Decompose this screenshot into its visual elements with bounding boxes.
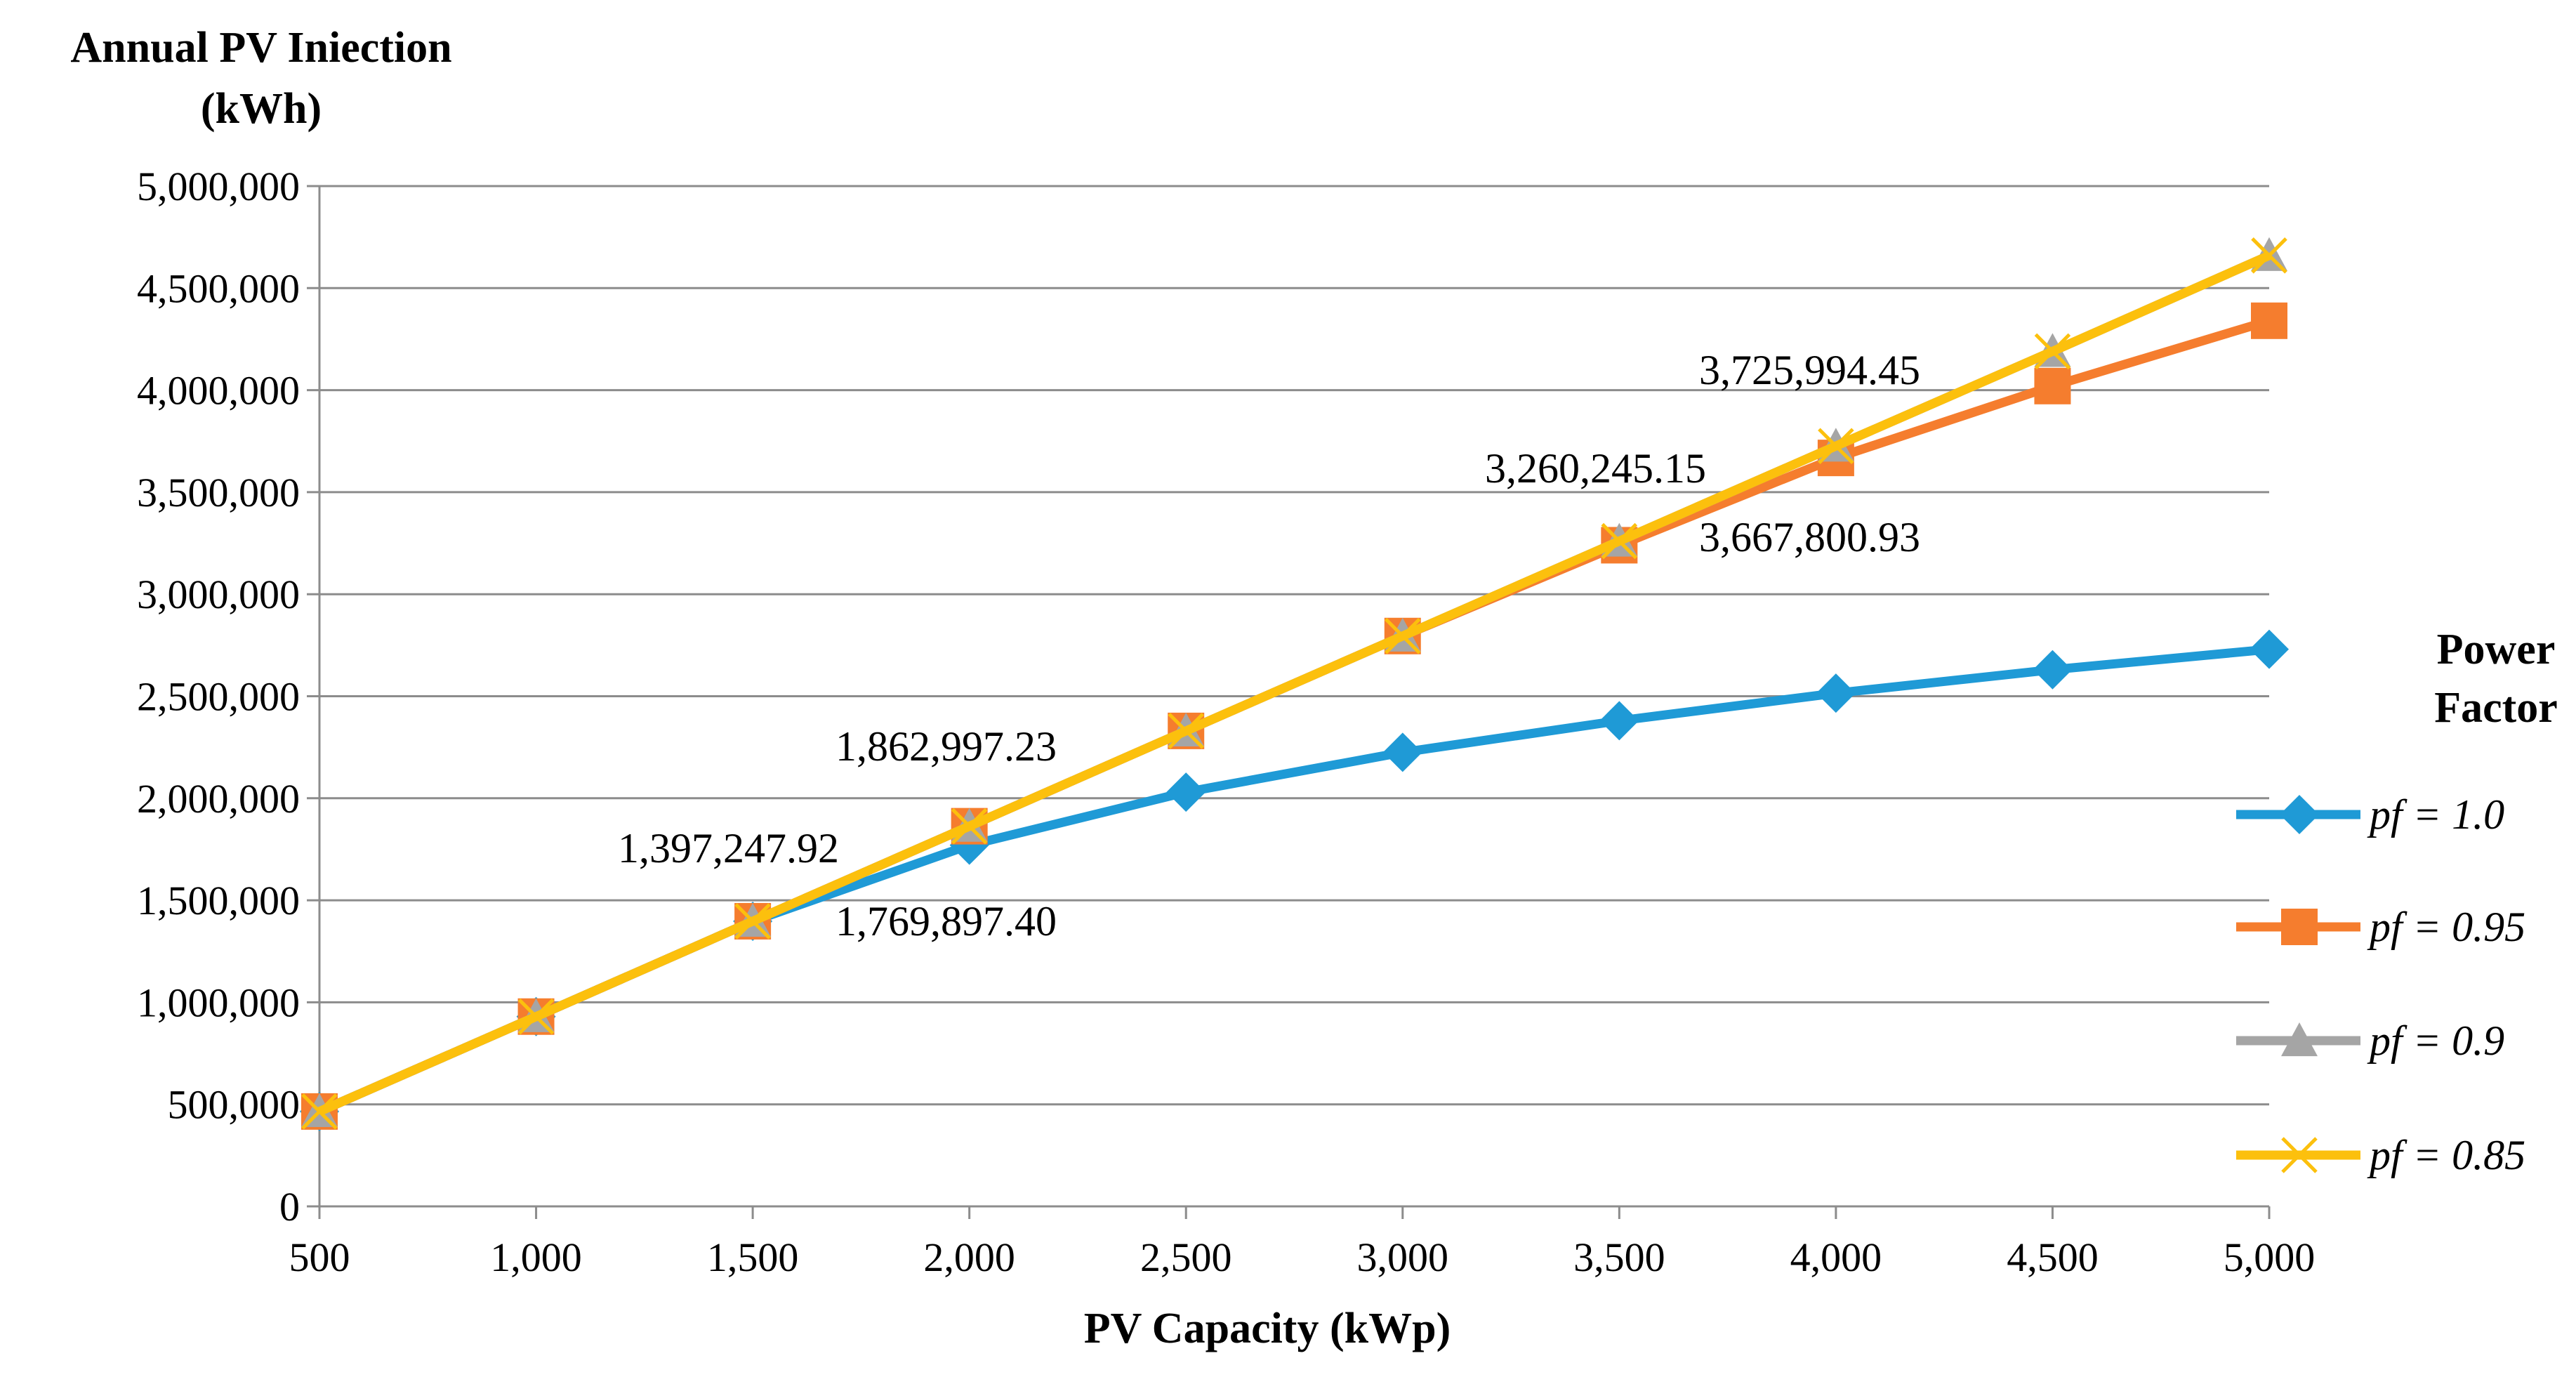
series-line: [317, 316, 2271, 1116]
x-marker-stroke: [2251, 237, 2287, 274]
x-marker-stroke: [1818, 428, 1854, 464]
series-pf-0-95: [301, 302, 2287, 1130]
x-marker: [734, 903, 771, 940]
x-tick-label: 4,500: [2007, 1234, 2099, 1280]
axis-titles: Annual PV Iniection (kWh) PV Capacity (kWp…: [70, 24, 1451, 1352]
y-tick-label: 3,000,000: [137, 572, 300, 617]
y-tick-label: 4,500,000: [137, 265, 300, 311]
x-marker: [301, 1093, 338, 1130]
square-marker: [2251, 302, 2287, 339]
y-tick-label: 2,000,000: [137, 776, 300, 822]
y-axis-title: Annual PV Iniection: [70, 24, 451, 72]
data-label: 1,769,897.40: [835, 898, 1057, 944]
series-pf-0-85: [301, 237, 2287, 1130]
y-tick-label: 0: [279, 1184, 300, 1230]
x-marker: [2251, 237, 2287, 274]
diamond-marker: [2250, 629, 2289, 669]
y-axis-title: (kWh): [201, 85, 322, 133]
legend-item: pf = 0.9: [2236, 1017, 2504, 1064]
diamond-marker: [1816, 673, 1856, 713]
diamond-marker: [2033, 650, 2073, 690]
x-tick-label: 2,500: [1140, 1234, 1232, 1280]
diamond-marker: [1382, 732, 1422, 772]
data-label-layer: 1,397,247.92 1,862,997.23 1,769,897.40 3,26…: [618, 347, 1920, 944]
x-marker: [951, 808, 988, 845]
x-marker-stroke: [2034, 333, 2071, 370]
square-marker: [2281, 909, 2318, 945]
legend-item: pf = 0.85: [2236, 1132, 2525, 1178]
x-marker-stroke: [301, 1093, 338, 1130]
legend-label: pf = 0.85: [2367, 1132, 2525, 1178]
y-tick-label: 1,500,000: [137, 878, 300, 923]
y-tick-label: 4,000,000: [137, 368, 300, 414]
x-marker-stroke: [1385, 618, 1421, 654]
x-marker: [2034, 333, 2071, 370]
legend-title: Factor: [2434, 684, 2558, 732]
legend-label: pf = 0.95: [2367, 904, 2525, 950]
x-marker: [1385, 618, 1421, 654]
data-label: 3,667,800.93: [1699, 514, 1920, 560]
data-label: 1,397,247.92: [618, 825, 839, 871]
legend: Power Factor pf = 1.0 pf = 0.95 pf = 0.9 pf =…: [2236, 626, 2558, 1178]
x-marker-stroke: [1168, 713, 1204, 749]
x-tick-label: 5,000: [2224, 1234, 2316, 1280]
x-marker: [2281, 1137, 2318, 1173]
x-marker: [517, 998, 555, 1035]
x-marker: [1818, 428, 1854, 464]
series-layer: [300, 237, 2289, 1131]
legend-label: pf = 1.0: [2367, 791, 2504, 838]
x-tick-label: 3,500: [1573, 1234, 1665, 1280]
x-tick-label: 1,500: [707, 1234, 799, 1280]
x-tick-label: 3,000: [1357, 1234, 1449, 1280]
x-tick-label: 2,000: [923, 1234, 1015, 1280]
x-marker-stroke: [1601, 522, 1638, 560]
x-marker-stroke: [517, 998, 555, 1035]
diamond-marker: [1599, 701, 1639, 741]
data-label: 3,260,245.15: [1485, 445, 1706, 492]
series-pf-1-0: [300, 629, 2289, 1131]
x-tick-label: 1,000: [490, 1234, 582, 1280]
square-marker: [2034, 367, 2071, 404]
x-marker: [1601, 522, 1638, 560]
diamond-marker: [1166, 772, 1206, 812]
x-tick-label: 500: [289, 1234, 350, 1280]
legend-item: pf = 0.95: [2236, 904, 2525, 950]
x-marker: [1168, 713, 1204, 749]
y-tick-label: 5,000,000: [137, 164, 300, 209]
y-tick-label: 500,000: [168, 1082, 300, 1128]
legend-label: pf = 0.9: [2367, 1017, 2504, 1064]
y-tick-label: 3,500,000: [137, 470, 300, 515]
triangle-marker: [2281, 1022, 2318, 1057]
x-marker-stroke: [951, 808, 988, 845]
x-marker-stroke: [734, 903, 771, 940]
x-marker-stroke: [2281, 1137, 2318, 1173]
x-tick-label: 4,000: [1790, 1234, 1882, 1280]
series-line: [317, 251, 2271, 1116]
legend-item: pf = 1.0: [2236, 791, 2504, 838]
x-axis-title: PV Capacity (kWp): [1084, 1305, 1451, 1352]
y-tick-label: 2,500,000: [137, 674, 300, 720]
y-tick-label: 1,000,000: [137, 980, 300, 1025]
grid-layer: [319, 185, 2269, 1106]
diamond-marker: [2280, 795, 2319, 834]
data-label: 1,862,997.23: [835, 723, 1057, 770]
axis-layer: 0 500,000 1,000,000 1,500,000 2,000,000 2,500…: [137, 164, 2315, 1280]
data-label: 3,725,994.45: [1699, 347, 1920, 393]
series-line: [317, 645, 2270, 1116]
legend-title: Power: [2437, 626, 2556, 673]
